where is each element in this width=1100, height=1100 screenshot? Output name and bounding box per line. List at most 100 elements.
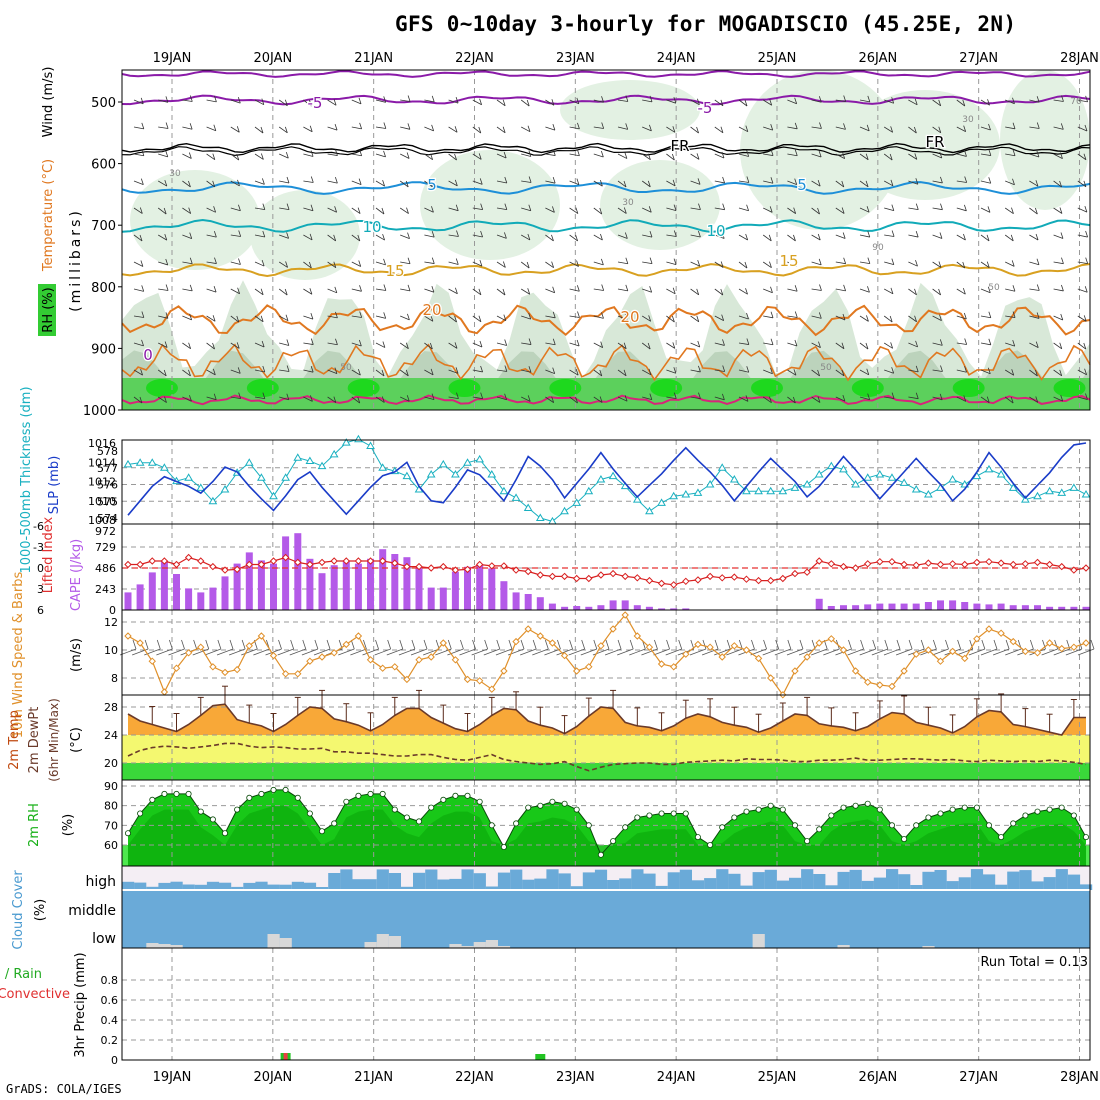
low-cloud-bars	[146, 934, 935, 948]
lifted-index-point	[609, 569, 617, 578]
wind-barb	[496, 153, 507, 159]
lifted-index-point	[148, 557, 156, 565]
wind-barb-flag	[1085, 257, 1089, 264]
surface-wind-barb	[1005, 648, 1022, 656]
wind-barb-flag	[406, 342, 409, 349]
wind-barb-flag	[939, 232, 943, 239]
wind-barb	[182, 288, 193, 292]
slp-tick-label: 1008	[88, 514, 116, 527]
low-cloud-bar	[473, 942, 486, 948]
surface-wind-barb	[859, 648, 876, 656]
wind-speed-point	[560, 651, 569, 660]
surface-wind-barb	[992, 648, 1010, 656]
wind-barb	[545, 234, 554, 242]
wind-barb-flag	[770, 338, 774, 345]
wind-barb-flag	[504, 365, 508, 372]
wind-barb-flag	[720, 261, 724, 268]
lifted-index-point	[403, 562, 411, 571]
date-label-top: 25JAN	[758, 51, 797, 66]
pressure-tick-label: 500	[91, 96, 116, 111]
slp-tick-label: 1014	[88, 456, 116, 469]
date-label-bottom: 23JAN	[556, 1070, 595, 1085]
thickness-tick-label: 578	[97, 445, 118, 458]
wind-barb-flag	[649, 257, 653, 264]
surface-wind-barb	[617, 648, 634, 656]
wind-barb-flag	[794, 149, 798, 156]
cape-bar	[658, 608, 666, 610]
low-cloud-bar	[922, 946, 935, 948]
wind-barb-flag	[383, 96, 387, 103]
wind-barb-flag	[1036, 150, 1040, 158]
wind-barb	[714, 126, 724, 134]
wind-barb	[884, 180, 894, 187]
wind-speed-point	[609, 625, 617, 633]
wind-barb	[375, 126, 386, 129]
temperature-label: Temperature (°C)	[41, 159, 56, 272]
wind-barb	[182, 180, 191, 188]
high-cloud-bar	[1043, 877, 1056, 890]
wind-barb-flag	[866, 124, 870, 132]
isotherm-25	[121, 394, 1091, 406]
wind-barb-flag	[552, 286, 556, 293]
lifted-index-point	[427, 564, 435, 572]
thickness-point	[463, 458, 472, 466]
date-label-bottom: 27JAN	[959, 1070, 998, 1085]
surface-wind-barb-flag	[399, 639, 404, 650]
wind-barb	[375, 261, 386, 266]
wind-barb	[206, 207, 216, 213]
lifted-index-point	[876, 557, 884, 566]
wind-barb-flag	[1035, 180, 1039, 187]
wind-barb-flag	[407, 257, 411, 264]
high-cloud-bar	[1019, 870, 1032, 890]
wind-barb	[932, 153, 942, 159]
wind-barb-flag	[792, 396, 796, 404]
cape-bar	[864, 604, 872, 610]
cape-bar	[973, 603, 981, 610]
wind-barb	[666, 234, 677, 237]
wind-barb-flag	[843, 123, 846, 130]
isotherm-5	[121, 181, 1091, 195]
wind-barb	[230, 180, 240, 187]
cape-tick-label: 972	[95, 525, 116, 538]
wind-barb-flag	[479, 98, 482, 105]
wind-barb	[932, 315, 942, 321]
wind-barb-flag	[769, 261, 772, 268]
wind-speed-point	[366, 656, 375, 664]
surface-wind-barb-flag	[229, 639, 234, 650]
high-cloud-bar	[158, 882, 171, 890]
wind-barb-flag	[891, 392, 895, 399]
wind-barb-flag	[430, 315, 434, 322]
wind-barb	[424, 261, 435, 264]
high-cloud-bar	[206, 881, 220, 890]
wind-barb-flag	[794, 97, 798, 104]
surface-wind-barb-flag	[981, 639, 986, 650]
wind-barb-flag	[139, 234, 143, 242]
wind-barb-flag	[286, 176, 290, 184]
wind-barb-flag	[381, 369, 385, 377]
wind-barb	[762, 99, 772, 106]
wind-barb-flag	[188, 207, 192, 214]
thickness-point	[305, 456, 315, 465]
rh-point	[864, 800, 871, 807]
isotherm-label: 15	[385, 262, 404, 280]
lifted-index-point	[1082, 564, 1090, 572]
wind-barb-flag	[528, 312, 532, 320]
thickness-point	[778, 486, 788, 495]
wind-barb-flag	[575, 369, 579, 376]
wind-barb	[980, 153, 991, 156]
surface-wind-barb-flag	[848, 639, 852, 650]
wind-barb-flag	[430, 153, 433, 160]
wind-barb	[182, 342, 191, 350]
wind-barb-flag	[794, 339, 798, 347]
wind-speed-point	[851, 667, 860, 675]
surface-wind-barb	[641, 648, 658, 656]
cape-bar	[900, 603, 908, 610]
wind-barb-flag	[261, 340, 265, 348]
surface-wind-barb	[241, 648, 258, 656]
isotherm-label: FR	[925, 133, 944, 151]
wind-barb-flag	[891, 367, 895, 374]
wind-barb	[787, 126, 798, 130]
cape-bar	[1009, 605, 1017, 610]
lifted-index-tick-label: 6	[37, 604, 44, 617]
wind-barb-flag	[818, 258, 822, 265]
